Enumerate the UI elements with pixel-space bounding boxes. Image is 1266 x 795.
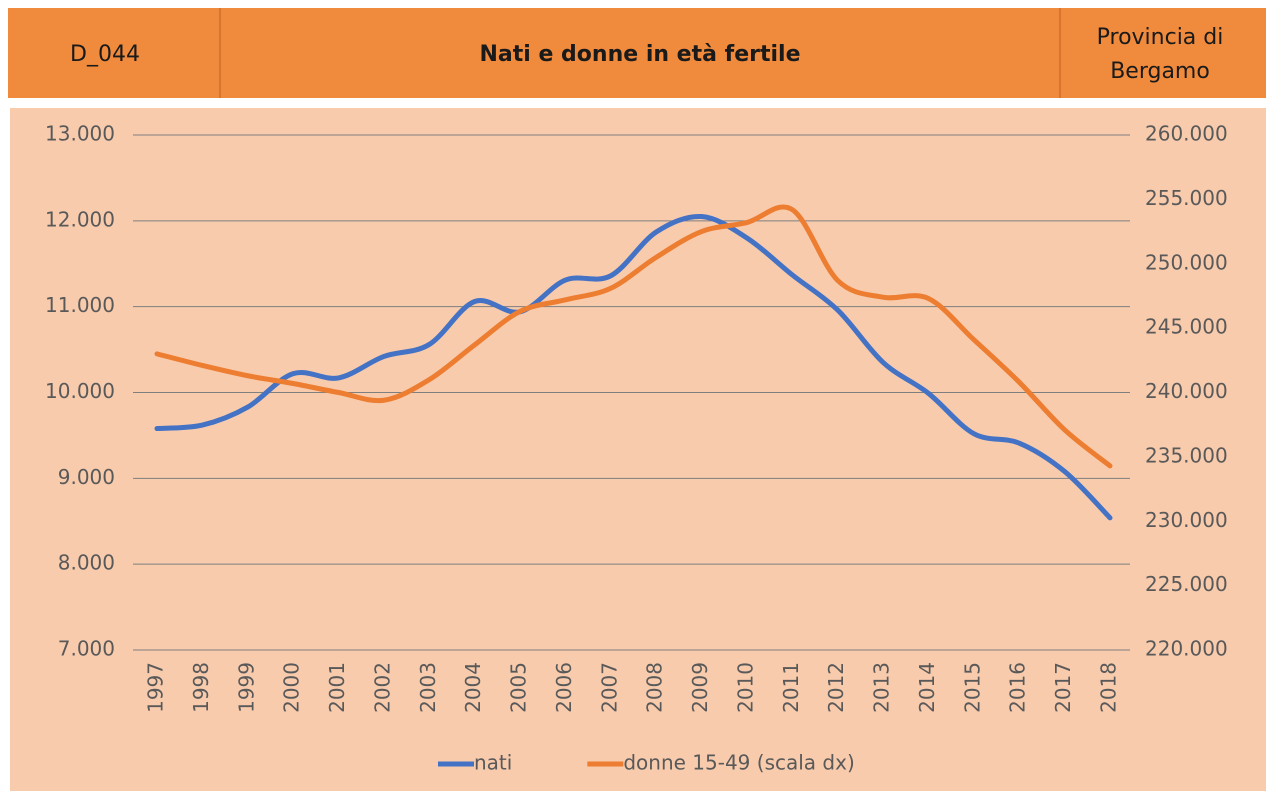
y-tick-label: 12.000 — [45, 207, 115, 231]
x-tick-label: 1997 — [144, 662, 168, 713]
x-tick-label: 2000 — [280, 662, 304, 713]
x-tick-label: 2007 — [597, 662, 621, 713]
x-tick-label: 2009 — [688, 662, 712, 713]
y2-tick-label: 220.000 — [1145, 637, 1228, 661]
header-bar — [8, 8, 1266, 98]
x-tick-label: 2003 — [416, 662, 440, 713]
legend-label: donne 15-49 (scala dx) — [623, 751, 854, 775]
x-tick-label: 2010 — [733, 662, 757, 713]
y2-tick-label: 235.000 — [1145, 443, 1228, 467]
y-tick-label: 7.000 — [58, 637, 115, 661]
x-tick-label: 2008 — [643, 662, 667, 713]
x-tick-label: 2004 — [461, 662, 485, 713]
x-tick-label: 2016 — [1006, 662, 1030, 713]
y2-tick-label: 225.000 — [1145, 572, 1228, 596]
header-region: Bergamo — [1110, 59, 1210, 84]
x-tick-label: 2018 — [1097, 662, 1121, 713]
y2-tick-label: 240.000 — [1145, 379, 1228, 403]
y-tick-label: 10.000 — [45, 379, 115, 403]
x-tick-label: 2011 — [779, 662, 803, 713]
y2-tick-label: 230.000 — [1145, 508, 1228, 532]
y-tick-label: 11.000 — [45, 293, 115, 317]
y2-tick-label: 255.000 — [1145, 186, 1228, 210]
header-title: Nati e donne in età fertile — [480, 42, 801, 67]
chart: 7.000 8.000 9.000 10.000 11.000 12.000 13.000 2… — [45, 122, 1228, 775]
y2-tick-label: 245.000 — [1145, 315, 1228, 339]
y-tick-label: 8.000 — [58, 551, 115, 575]
header-code: D_044 — [70, 42, 140, 67]
x-tick-label: 2012 — [824, 662, 848, 713]
x-tick-label: 2002 — [370, 662, 394, 713]
y2-tick-label: 260.000 — [1145, 122, 1228, 146]
y2-tick-label: 250.000 — [1145, 250, 1228, 274]
x-tick-label: 2001 — [325, 662, 349, 713]
header-region: Provincia di — [1097, 25, 1224, 50]
x-tick-label: 2005 — [507, 662, 531, 713]
x-tick-label: 2014 — [915, 662, 939, 713]
x-tick-label: 1999 — [234, 662, 258, 713]
x-tick-label: 2013 — [870, 662, 894, 713]
legend-label: nati — [474, 751, 512, 775]
data-line — [154, 204, 1113, 469]
plot-background — [10, 108, 1266, 791]
x-tick-label: 2006 — [552, 662, 576, 713]
y-tick-label: 13.000 — [45, 122, 115, 146]
x-tick-label: 1998 — [189, 662, 213, 713]
y-tick-label: 9.000 — [58, 465, 115, 489]
x-tick-label: 2017 — [1051, 662, 1075, 713]
data-line — [154, 214, 1113, 521]
x-tick-label: 2015 — [960, 662, 984, 713]
